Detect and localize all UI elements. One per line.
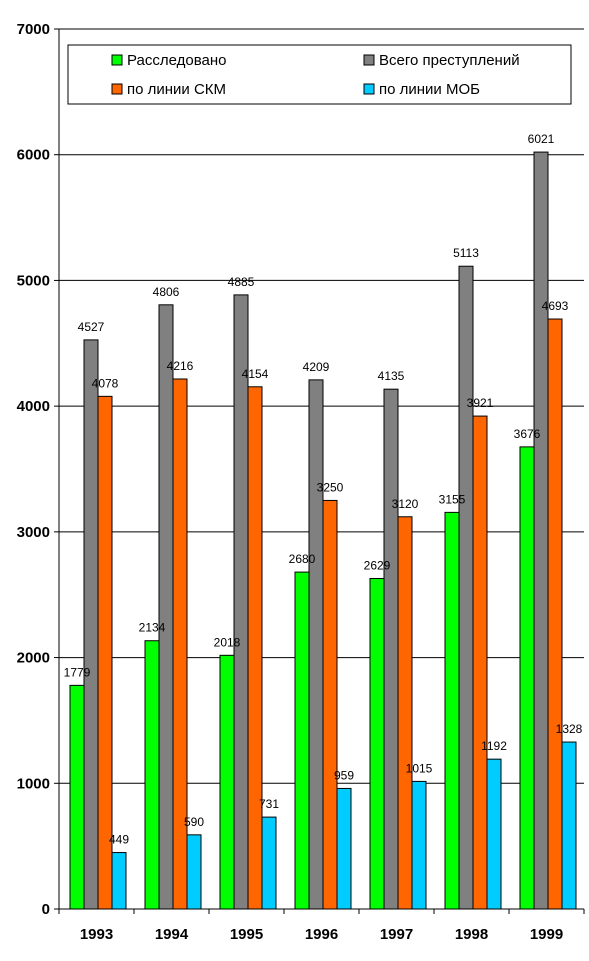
bar: [144, 640, 160, 910]
data-label: 2680: [289, 552, 316, 566]
data-label: 4527: [78, 320, 105, 334]
y-tick-label: 4000: [17, 398, 50, 415]
data-label: 2134: [139, 621, 166, 635]
bar: [186, 834, 202, 910]
y-tick-label: 3000: [17, 524, 50, 541]
bar: [322, 499, 338, 910]
bar: [458, 265, 474, 910]
legend-label: Всего преступлений: [379, 52, 520, 69]
data-label: 3676: [514, 427, 541, 441]
bar: [247, 386, 263, 910]
bar: [547, 318, 563, 910]
bar: [111, 852, 127, 910]
x-tick-label: 1998: [455, 926, 488, 943]
legend-swatch: [363, 54, 375, 66]
data-label: 3120: [392, 497, 419, 511]
data-label: 3250: [317, 480, 344, 494]
data-label: 4806: [153, 285, 180, 299]
legend-label: по линии СКМ: [127, 81, 226, 98]
data-label: 3155: [439, 492, 466, 506]
bar: [158, 304, 174, 910]
bar: [472, 415, 488, 910]
data-label: 449: [109, 833, 129, 847]
bar: [533, 151, 549, 910]
bar: [336, 787, 352, 910]
data-label: 2629: [364, 558, 391, 572]
bar: [397, 516, 413, 910]
legend-label: по линии МОБ: [379, 81, 480, 98]
data-label: 4154: [242, 367, 269, 381]
data-label: 4209: [303, 360, 330, 374]
bar: [83, 339, 99, 910]
legend-label: Расследовано: [127, 52, 226, 69]
x-tick-label: 1996: [305, 926, 338, 943]
bar: [233, 294, 249, 910]
data-label: 4078: [92, 376, 119, 390]
y-tick-label: 5000: [17, 272, 50, 289]
data-label: 590: [184, 815, 204, 829]
bar: [411, 780, 427, 910]
bars-layer: [69, 151, 577, 910]
bar: [69, 684, 85, 910]
data-label: 6021: [528, 132, 555, 146]
data-label: 959: [334, 768, 354, 782]
bar: [519, 446, 535, 910]
data-label: 1779: [64, 665, 91, 679]
x-tick-label: 1997: [380, 926, 413, 943]
x-tick-label: 1994: [155, 926, 189, 943]
data-label: 4135: [378, 369, 405, 383]
x-tick-label: 1993: [80, 926, 113, 943]
x-tick-label: 1999: [530, 926, 563, 943]
axis-layer: 0 1000 2000 3000 4000 5000 6000 7000 1993 1994 199…: [17, 21, 585, 943]
bar: [444, 511, 460, 910]
bar: [261, 816, 277, 910]
data-label: 1015: [406, 761, 433, 775]
legend-swatch: [111, 83, 123, 95]
legend-swatch: [111, 54, 123, 66]
data-label: 731: [259, 797, 279, 811]
bar: [308, 379, 324, 910]
data-label: 2018: [214, 635, 241, 649]
bar: [383, 388, 399, 910]
data-label: 3921: [467, 396, 494, 410]
labels-layer: 1779 4527 4078 449 2134 4806 4216 590 2018 4885 41…: [64, 132, 583, 846]
bar: [219, 654, 235, 910]
bar: [294, 571, 310, 910]
x-tick-label: 1995: [230, 926, 263, 943]
legend-box: [67, 44, 572, 105]
data-label: 4216: [167, 359, 194, 373]
legend: Расследовано Всего преступлений по линии С…: [67, 44, 572, 105]
y-tick-label: 1000: [17, 775, 50, 792]
data-label: 4693: [542, 299, 569, 313]
data-label: 5113: [453, 246, 479, 260]
bar: [369, 577, 385, 910]
bar: [486, 758, 502, 910]
bar: [561, 741, 577, 910]
y-tick-label: 2000: [17, 650, 50, 667]
y-tick-label: 0: [42, 901, 50, 918]
data-label: 1192: [481, 739, 507, 753]
legend-swatch: [363, 83, 375, 95]
y-tick-label: 7000: [17, 21, 50, 38]
bar: [172, 378, 188, 910]
y-tick-label: 6000: [17, 147, 50, 164]
data-label: 4885: [228, 275, 255, 289]
data-label: 1328: [556, 722, 583, 736]
